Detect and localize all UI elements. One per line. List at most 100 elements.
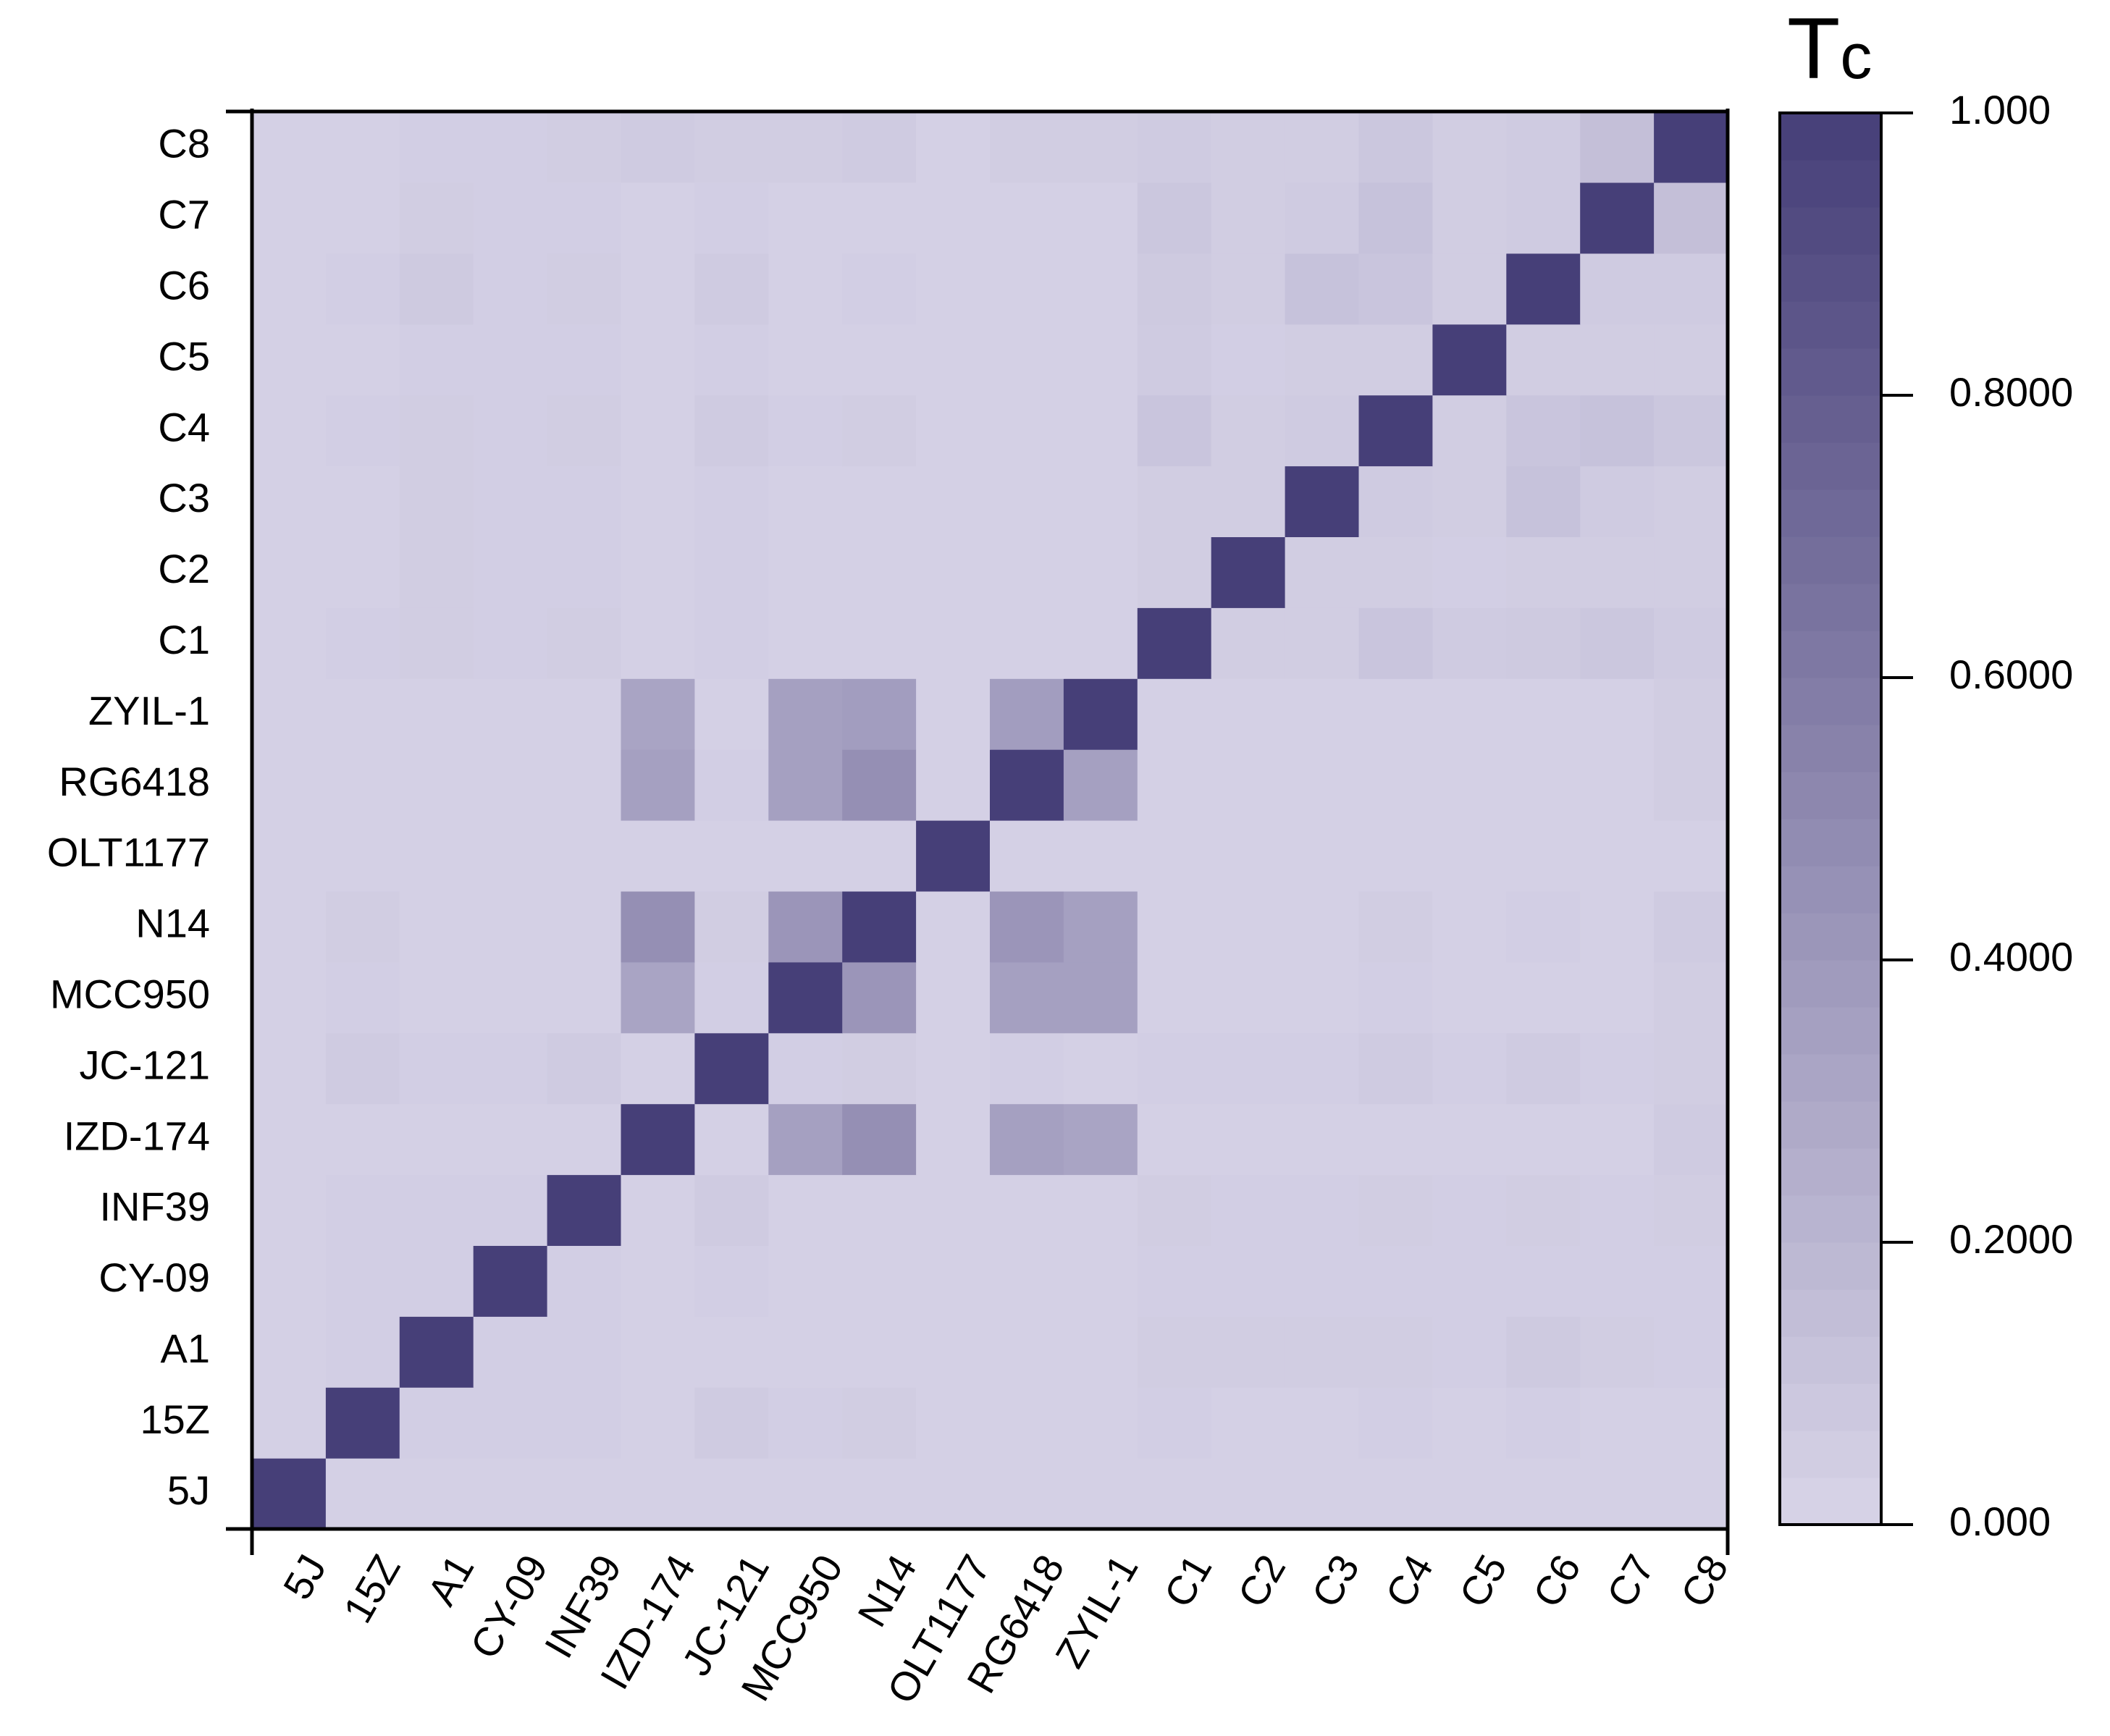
heatmap-cell	[1358, 749, 1433, 821]
heatmap-cell	[842, 820, 917, 892]
heatmap-cell	[916, 111, 991, 183]
heatmap-cell	[1358, 1316, 1433, 1388]
heatmap-cell	[1137, 820, 1212, 892]
heatmap-cell	[1285, 961, 1360, 1034]
heatmap-cell	[1285, 1316, 1360, 1388]
heatmap-cell	[252, 111, 327, 183]
heatmap-cell	[473, 111, 548, 183]
heatmap-cell	[1506, 678, 1581, 750]
heatmap-cell	[1137, 395, 1212, 467]
heatmap-cell	[1654, 1103, 1728, 1176]
colorbar-band	[1780, 772, 1881, 819]
heatmap-cell	[1137, 1103, 1212, 1176]
y-tick-label: C3	[158, 475, 210, 521]
x-axis-tick-labels: 5J 15Z A1CY-09INF39IZD-174JC-121MCC950N14O…	[274, 1547, 1737, 1711]
y-tick-label: C2	[158, 546, 210, 591]
heatmap-cell	[1580, 820, 1655, 892]
heatmap-cell	[399, 678, 474, 750]
heatmap-cell	[1211, 1103, 1286, 1176]
colorbar-band	[1780, 113, 1881, 161]
heatmap-cell	[547, 961, 622, 1034]
colorbar-band	[1780, 866, 1881, 914]
heatmap-cell	[694, 324, 769, 396]
heatmap-cell	[842, 324, 917, 396]
heatmap-cell	[990, 111, 1064, 183]
heatmap-cell	[1063, 1174, 1138, 1246]
heatmap-cell	[768, 1316, 843, 1388]
heatmap-cell	[325, 749, 400, 821]
heatmap-cell	[1654, 253, 1728, 325]
heatmap-axes	[226, 109, 1730, 1555]
heatmap-cell	[842, 1245, 917, 1317]
heatmap-cell	[399, 1316, 474, 1388]
y-tick-label: MCC950	[50, 972, 210, 1017]
heatmap-cell	[473, 182, 548, 254]
heatmap-cell	[1063, 749, 1138, 821]
heatmap-cell	[547, 253, 622, 325]
heatmap-cell	[399, 749, 474, 821]
heatmap-cell	[990, 1458, 1064, 1530]
heatmap-cell	[990, 749, 1064, 821]
heatmap-cell	[1506, 1174, 1581, 1246]
heatmap-cell	[916, 253, 991, 325]
colorbar-band	[1780, 489, 1881, 537]
heatmap-cell	[473, 820, 548, 892]
heatmap-cell	[1063, 1387, 1138, 1459]
heatmap-cell	[1063, 1458, 1138, 1530]
heatmap-cell	[694, 820, 769, 892]
heatmap-cell	[325, 1174, 400, 1246]
heatmap-cell	[1211, 678, 1286, 750]
heatmap-cell	[1358, 253, 1433, 325]
heatmap-cell	[1063, 465, 1138, 537]
heatmap-cell	[1285, 607, 1360, 679]
heatmap-cell	[473, 890, 548, 963]
heatmap-cell	[694, 1387, 769, 1459]
heatmap-cell	[325, 182, 400, 254]
heatmap-cell	[399, 961, 474, 1034]
heatmap-cell	[1358, 1387, 1433, 1459]
heatmap-cell	[1654, 678, 1728, 750]
y-tick-label: C8	[158, 121, 210, 167]
heatmap-cell	[1358, 890, 1433, 963]
y-tick-label: 15Z	[140, 1396, 211, 1442]
heatmap-cell	[916, 1458, 991, 1530]
heatmap-cell	[1432, 1387, 1507, 1459]
heatmap-cell	[842, 536, 917, 608]
heatmap-cell	[1063, 607, 1138, 679]
heatmap-cell	[547, 465, 622, 537]
heatmap-cell	[399, 536, 474, 608]
heatmap-cell	[1137, 1032, 1212, 1105]
x-tick-label: C6	[1524, 1547, 1589, 1615]
heatmap-cell	[1506, 1458, 1581, 1530]
heatmap-cell	[1580, 465, 1655, 537]
colorbar-band	[1780, 960, 1881, 1008]
heatmap-cell	[768, 182, 843, 254]
heatmap-cell	[1285, 678, 1360, 750]
heatmap-cell	[1358, 182, 1433, 254]
heatmap-cell	[990, 1387, 1064, 1459]
colorbar-band	[1780, 1336, 1881, 1384]
heatmap-cell	[252, 1245, 327, 1317]
heatmap-cell	[1285, 890, 1360, 963]
heatmap-cell	[1432, 253, 1507, 325]
heatmap-cell	[473, 1032, 548, 1105]
heatmap-cell	[1285, 182, 1360, 254]
heatmap-cell	[1285, 749, 1360, 821]
heatmap-cell	[1211, 1174, 1286, 1246]
heatmap-cell	[1580, 1103, 1655, 1176]
heatmap-cell	[473, 1103, 548, 1176]
heatmap-cell	[768, 1103, 843, 1176]
heatmap-cell	[325, 111, 400, 183]
heatmap-cell	[1285, 253, 1360, 325]
heatmap-cell	[621, 536, 695, 608]
heatmap-cell	[399, 111, 474, 183]
heatmap-cell	[1063, 1103, 1138, 1176]
heatmap-cell	[621, 1245, 695, 1317]
heatmap-cell	[1506, 324, 1581, 396]
heatmap-cell	[1654, 465, 1728, 537]
colorbar-band	[1780, 725, 1881, 772]
heatmap-cell	[399, 607, 474, 679]
colorbar-tick-label: 0.6000	[1949, 652, 2073, 697]
heatmap-cell	[1211, 1032, 1286, 1105]
